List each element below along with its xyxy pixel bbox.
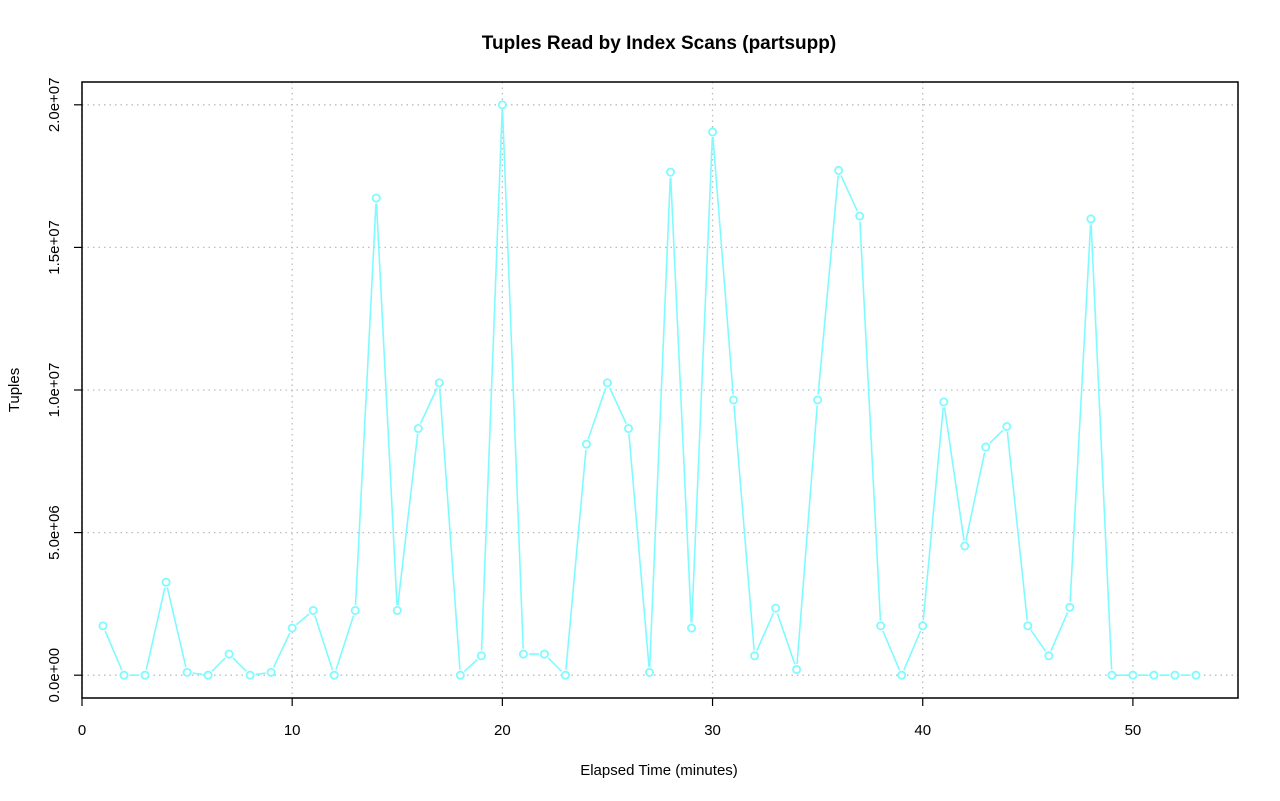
data-point: [897, 670, 907, 680]
data-point: [1170, 670, 1180, 680]
x-tick-label: 0: [78, 722, 86, 739]
data-point: [918, 621, 928, 631]
y-tick-label: 5.0e+06: [46, 505, 63, 560]
data-point: [497, 100, 507, 110]
y-tick-label: 1.5e+07: [46, 220, 63, 275]
data-point: [1128, 670, 1138, 680]
data-point: [140, 670, 150, 680]
data-point: [161, 577, 171, 587]
data-point: [1191, 670, 1201, 680]
data-point: [308, 605, 318, 615]
data-point: [434, 378, 444, 388]
chart-title: Tuples Read by Index Scans (partsupp): [482, 33, 836, 54]
data-point: [392, 605, 402, 615]
data-point: [266, 667, 276, 677]
data-point: [518, 649, 528, 659]
x-tick-label: 30: [704, 722, 721, 739]
data-point: [1107, 670, 1117, 680]
y-tick-label: 2.0e+07: [46, 77, 63, 132]
data-point: [203, 670, 213, 680]
data-point: [750, 651, 760, 661]
data-point: [708, 127, 718, 137]
data-point: [960, 541, 970, 551]
data-point: [1086, 214, 1096, 224]
x-tick-label: 10: [284, 722, 301, 739]
data-point: [455, 670, 465, 680]
data-point: [834, 165, 844, 175]
data-point: [644, 667, 654, 677]
data-point: [1044, 651, 1054, 661]
x-tick-label: 50: [1125, 722, 1142, 739]
data-point: [602, 378, 612, 388]
data-point: [119, 670, 129, 680]
data-point: [1002, 422, 1012, 432]
data-point: [476, 651, 486, 661]
y-tick-label: 0.0e+00: [46, 648, 63, 703]
series-layer: [98, 100, 1201, 680]
data-point: [581, 439, 591, 449]
y-tick-label: 1.0e+07: [46, 363, 63, 418]
data-point: [371, 193, 381, 203]
data-point: [939, 397, 949, 407]
data-point: [539, 649, 549, 659]
grid-lines: [81, 82, 1238, 698]
data-point: [687, 623, 697, 633]
data-point: [666, 167, 676, 177]
series-line: [104, 110, 1191, 676]
data-point: [813, 395, 823, 405]
data-point: [182, 667, 192, 677]
data-point: [855, 211, 865, 221]
data-point: [413, 423, 423, 433]
x-tick-label: 20: [494, 722, 511, 739]
data-point: [1149, 670, 1159, 680]
data-point: [876, 621, 886, 631]
data-point: [245, 670, 255, 680]
data-point: [771, 603, 781, 613]
data-point: [1065, 602, 1075, 612]
data-point: [560, 670, 570, 680]
data-point: [792, 664, 802, 674]
x-axis: 0 10 20 30 40 50: [78, 698, 1141, 739]
data-point: [98, 621, 108, 631]
data-point: [729, 395, 739, 405]
data-point: [623, 423, 633, 433]
data-point: [224, 649, 234, 659]
y-axis-label: Tuples: [6, 368, 23, 412]
data-point: [350, 605, 360, 615]
x-axis-label: Elapsed Time (minutes): [580, 762, 738, 779]
data-point: [1023, 621, 1033, 631]
x-tick-label: 40: [914, 722, 931, 739]
y-axis: 0.0e+00 5.0e+06 1.0e+07 1.5e+07 2.0e+07: [46, 77, 82, 703]
data-point: [329, 670, 339, 680]
data-point: [287, 623, 297, 633]
data-point: [981, 442, 991, 452]
